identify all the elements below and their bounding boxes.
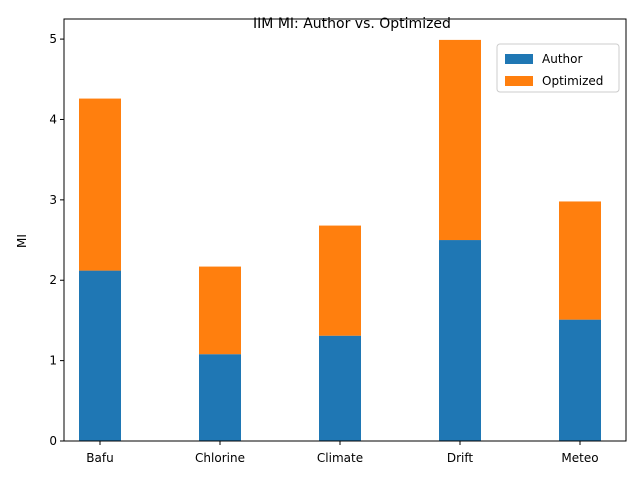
y-tick-label: 0 <box>49 434 57 448</box>
x-tick-label: Bafu <box>86 451 113 465</box>
x-tick-label: Meteo <box>561 451 598 465</box>
plot-frame <box>63 18 627 442</box>
y-tick-label: 3 <box>49 193 57 207</box>
y-tick-label: 2 <box>49 273 57 287</box>
y-tick-label: 4 <box>49 112 57 126</box>
bar-author-drift <box>439 240 481 441</box>
y-tick-label: 5 <box>49 32 57 46</box>
legend: Author Optimized <box>496 43 620 93</box>
x-tick-label: Chlorine <box>195 451 245 465</box>
legend-swatch-author <box>505 54 533 64</box>
legend-swatch-optimized <box>505 76 533 86</box>
legend-label-author: Author <box>542 52 582 66</box>
bars-group <box>79 39 601 441</box>
bar-author-meteo <box>559 319 601 441</box>
bar-author-bafu <box>79 270 121 441</box>
bar-optimized-meteo <box>559 201 601 320</box>
bar-optimized-climate <box>319 225 361 336</box>
bar-author-chlorine <box>199 354 241 441</box>
chart-title: IIM MI: Author vs. Optimized <box>253 16 451 32</box>
x-tick-label: Climate <box>317 451 363 465</box>
y-axis-title: MI <box>15 234 29 248</box>
bar-author-climate <box>319 335 361 441</box>
x-axis: Bafu Chlorine Climate Drift Meteo <box>86 441 599 465</box>
bar-optimized-bafu <box>79 98 121 271</box>
y-axis: 0 1 2 3 4 5 <box>49 32 64 448</box>
y-tick-label: 1 <box>49 354 57 368</box>
x-tick-label: Drift <box>447 451 474 465</box>
legend-label-optimized: Optimized <box>542 74 603 88</box>
bar-optimized-chlorine <box>199 266 241 355</box>
bar-optimized-drift <box>439 39 481 241</box>
